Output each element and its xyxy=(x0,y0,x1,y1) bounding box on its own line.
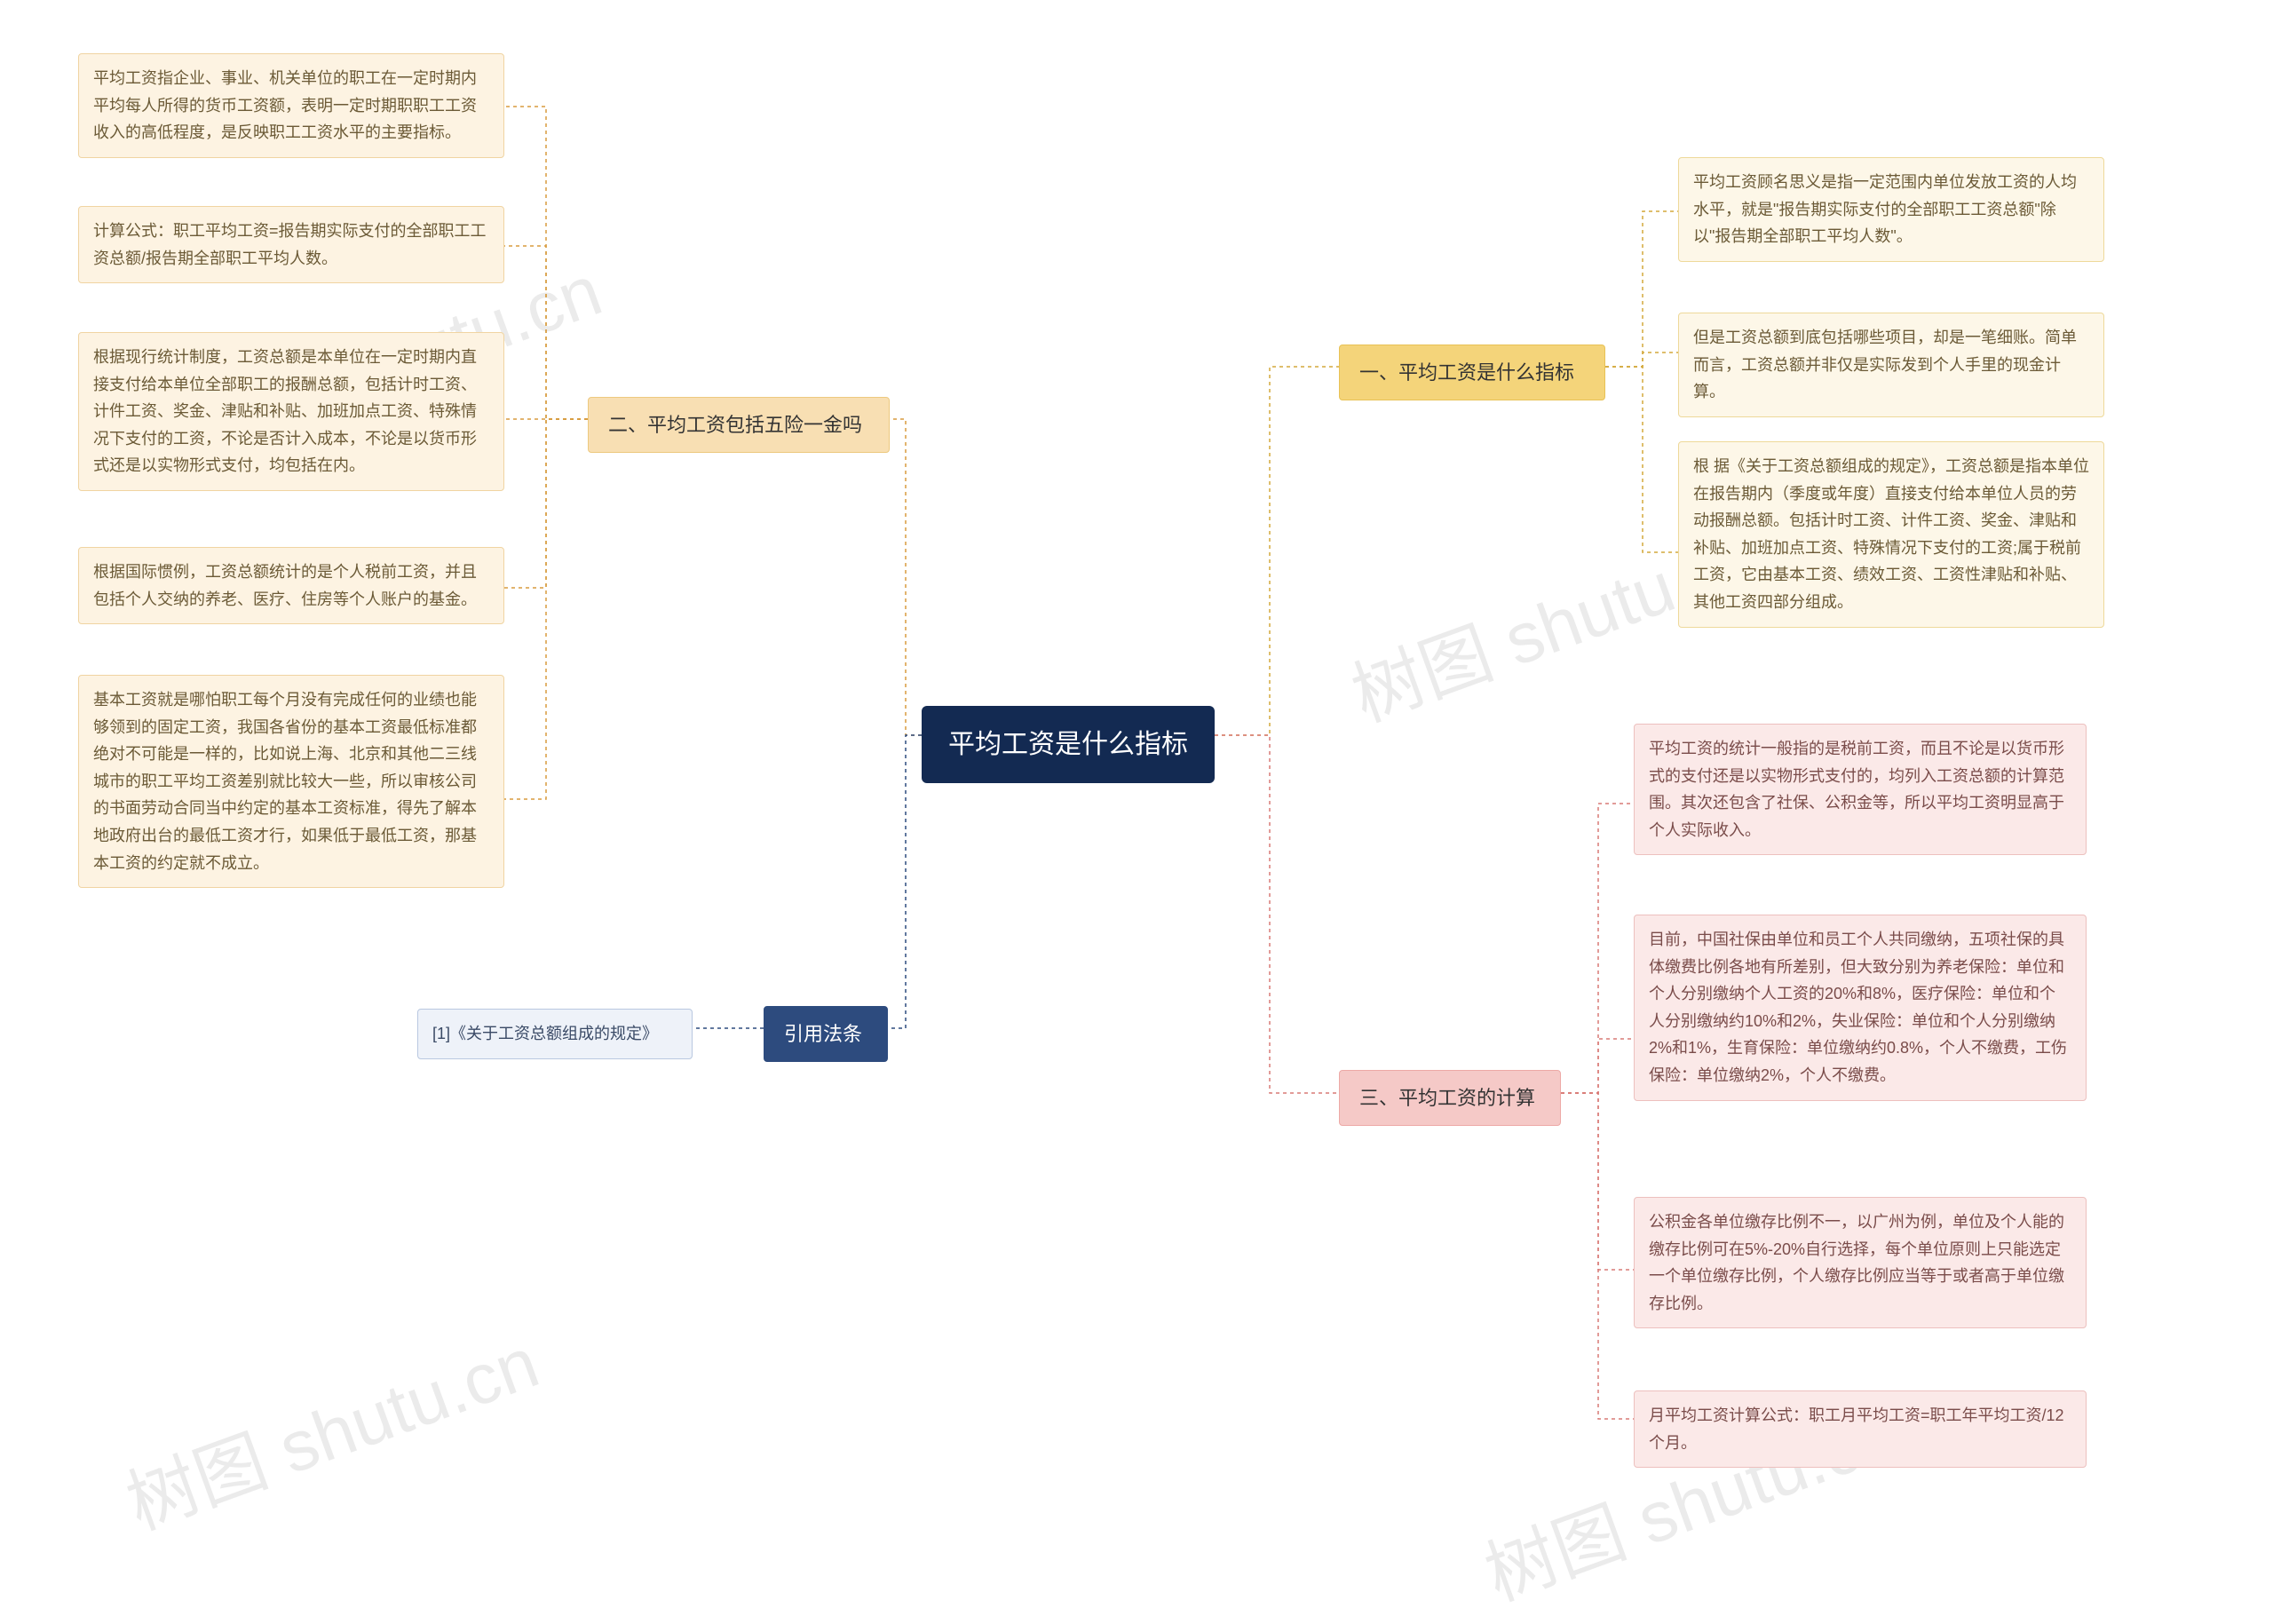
leaf-b1-1: 但是工资总额到底包括哪些项目，却是一笔细账。简单而言，工资总额并非仅是实际发到个… xyxy=(1678,313,2104,417)
leaf-b3-0: 平均工资的统计一般指的是税前工资，而且不论是以货币形式的支付还是以实物形式支付的… xyxy=(1634,724,2087,855)
center-node[interactable]: 平均工资是什么指标 xyxy=(922,706,1215,783)
branch-2[interactable]: 二、平均工资包括五险一金吗 xyxy=(588,397,890,453)
leaf-b1-2: 根 据《关于工资总额组成的规定》，工资总额是指本单位在报告期内（季度或年度）直接… xyxy=(1678,441,2104,628)
branch-1[interactable]: 一、平均工资是什么指标 xyxy=(1339,345,1605,400)
leaf-b2-3: 根据国际惯例，工资总额统计的是个人税前工资，并且包括个人交纳的养老、医疗、住房等… xyxy=(78,547,504,624)
leaf-b1-0: 平均工资顾名思义是指一定范围内单位发放工资的人均水平，就是"报告期实际支付的全部… xyxy=(1678,157,2104,262)
watermark: 树图 shutu.cn xyxy=(111,1306,550,1550)
leaf-b2-4: 基本工资就是哪怕职工每个月没有完成任何的业绩也能够领到的固定工资，我国各省份的基… xyxy=(78,675,504,888)
leaf-b2-1: 计算公式：职工平均工资=报告期实际支付的全部职工工资总额/报告期全部职工平均人数… xyxy=(78,206,504,283)
leaf-b3-3: 月平均工资计算公式：职工月平均工资=职工年平均工资/12个月。 xyxy=(1634,1390,2087,1468)
leaf-b2-2: 根据现行统计制度，工资总额是本单位在一定时期内直接支付给本单位全部职工的报酬总额… xyxy=(78,332,504,491)
branch-3[interactable]: 三、平均工资的计算 xyxy=(1339,1070,1561,1126)
leaf-b3-2: 公积金各单位缴存比例不一，以广州为例，单位及个人能的缴存比例可在5%-20%自行… xyxy=(1634,1197,2087,1328)
leaf-b2-0: 平均工资指企业、事业、机关单位的职工在一定时期内平均每人所得的货币工资额，表明一… xyxy=(78,53,504,158)
branch-4[interactable]: 引用法条 xyxy=(764,1006,888,1062)
leaf-b4-0: [1]《关于工资总额组成的规定》 xyxy=(417,1009,693,1059)
leaf-b3-1: 目前，中国社保由单位和员工个人共同缴纳，五项社保的具体缴费比例各地有所差别，但大… xyxy=(1634,915,2087,1101)
